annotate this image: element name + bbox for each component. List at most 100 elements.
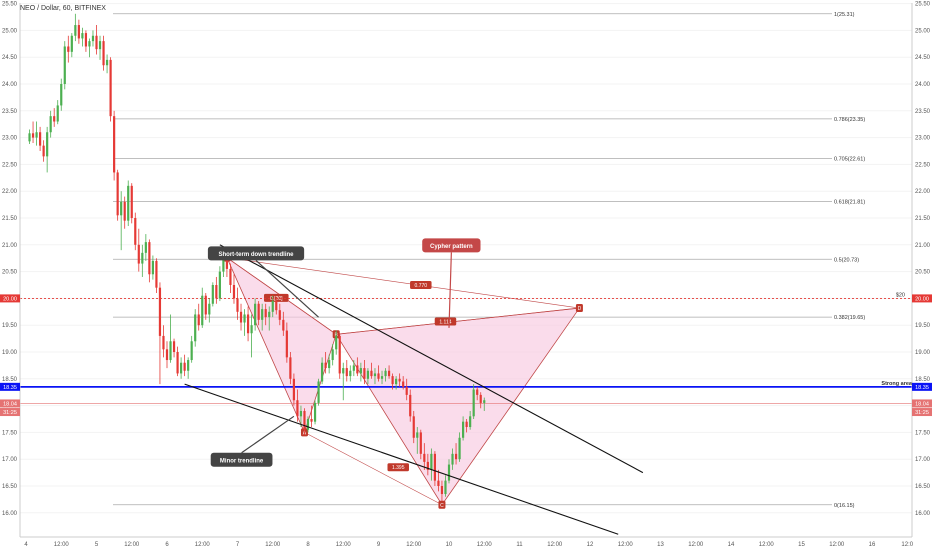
candle-body xyxy=(405,386,408,395)
candle-body xyxy=(162,335,165,350)
candle-body xyxy=(165,349,169,361)
x-tick: 12:00 xyxy=(406,542,422,548)
y-tick-right: 18.50 xyxy=(915,377,931,383)
candle xyxy=(194,309,197,347)
price-tag-right xyxy=(912,399,932,408)
candle-body xyxy=(451,453,454,465)
candle xyxy=(218,266,221,302)
candle-body xyxy=(352,365,355,371)
y-tick-left: 20.50 xyxy=(2,270,18,276)
y-tick-right: 23.50 xyxy=(915,109,931,115)
candle-body xyxy=(313,402,317,422)
candle-body xyxy=(483,400,486,403)
candle-body xyxy=(458,437,461,460)
candle xyxy=(342,362,345,401)
candle xyxy=(292,373,295,406)
candle xyxy=(81,27,84,47)
y-tick-right: 21.50 xyxy=(915,216,931,222)
candle xyxy=(113,110,116,181)
y-tick-right: 22.50 xyxy=(915,162,931,168)
candle xyxy=(387,365,391,379)
price-tags: 20.00 20.00 18.35 18.35 18.04 18.04 31:25 31:25 xyxy=(0,294,932,417)
candle-body xyxy=(447,464,451,481)
candle xyxy=(409,389,412,422)
trendlines[interactable] xyxy=(184,244,644,535)
candle-body xyxy=(387,370,391,377)
candle-body xyxy=(53,116,56,122)
candle-body xyxy=(144,242,147,253)
y-tick-left: 19.50 xyxy=(2,323,18,329)
candle-body xyxy=(359,368,362,374)
trendline xyxy=(184,383,619,535)
price-tag-left xyxy=(0,408,20,417)
candle-body xyxy=(84,33,88,47)
candle-body xyxy=(282,319,285,331)
candle xyxy=(285,322,288,363)
candle xyxy=(39,126,42,151)
candle-body xyxy=(218,271,221,299)
candle xyxy=(395,376,398,390)
candle-body xyxy=(187,360,190,371)
candle xyxy=(437,469,440,492)
candle xyxy=(155,258,158,294)
candle xyxy=(426,453,429,476)
candle-body xyxy=(380,376,384,379)
candle-body xyxy=(127,185,130,221)
y-tick-left: 19.00 xyxy=(2,350,18,356)
ratio-tag-label: 1.114 xyxy=(439,319,451,325)
candle-body xyxy=(172,341,176,352)
pattern-point-label: D xyxy=(578,306,582,312)
callout-text: Minor trendline xyxy=(220,458,264,464)
candle xyxy=(176,346,179,377)
price-tag-right xyxy=(912,408,932,417)
candle-body xyxy=(116,172,119,216)
candle xyxy=(479,392,482,409)
price-tag-left xyxy=(0,294,20,303)
candle-body xyxy=(155,260,158,288)
candle-body xyxy=(35,132,38,138)
pattern-triangle-bcd xyxy=(335,307,581,506)
candle xyxy=(261,303,264,331)
pattern-ratio-line xyxy=(336,307,580,335)
support-label: Strong area xyxy=(881,381,913,387)
candle-body xyxy=(444,480,447,495)
x-tick: 10 xyxy=(446,542,453,548)
candle xyxy=(328,354,331,374)
y-tick-right: 25.00 xyxy=(915,28,931,34)
x-tick: 12:00 xyxy=(547,542,563,548)
candle-body xyxy=(211,285,214,304)
x-tick: 12:00 xyxy=(265,542,281,548)
candle xyxy=(239,303,243,331)
candle-body xyxy=(148,242,151,275)
candle-body xyxy=(416,432,419,438)
candle-body xyxy=(28,133,31,142)
candle-body xyxy=(74,25,77,36)
candle-body xyxy=(246,314,250,334)
candle-body xyxy=(232,285,236,299)
candle xyxy=(299,405,303,428)
candle-body xyxy=(356,365,359,374)
candle-body xyxy=(454,453,458,460)
y-tick-right: 23.00 xyxy=(915,136,931,142)
candle-body xyxy=(366,370,370,379)
candle-body xyxy=(440,486,444,495)
candle xyxy=(130,183,133,224)
y-tick-right: 22.00 xyxy=(915,189,931,195)
price-tag-left-label: 20.00 xyxy=(3,296,17,302)
y-tick-left: 23.00 xyxy=(2,136,18,142)
x-tick: 15 xyxy=(798,542,805,548)
candle xyxy=(433,451,436,486)
candle xyxy=(84,30,88,52)
x-tick: 12 xyxy=(587,542,594,548)
candle-body xyxy=(261,309,264,320)
candle xyxy=(416,427,419,454)
candle-body xyxy=(423,453,426,462)
x-tick: 12:00 xyxy=(477,542,493,548)
ratio-tag-label: 1.395 xyxy=(392,465,405,471)
resistance-label: $20 xyxy=(896,292,905,298)
candle-body xyxy=(306,419,310,430)
candle-body xyxy=(437,480,440,486)
x-tick: 14 xyxy=(728,542,735,548)
candle-body xyxy=(98,41,102,50)
